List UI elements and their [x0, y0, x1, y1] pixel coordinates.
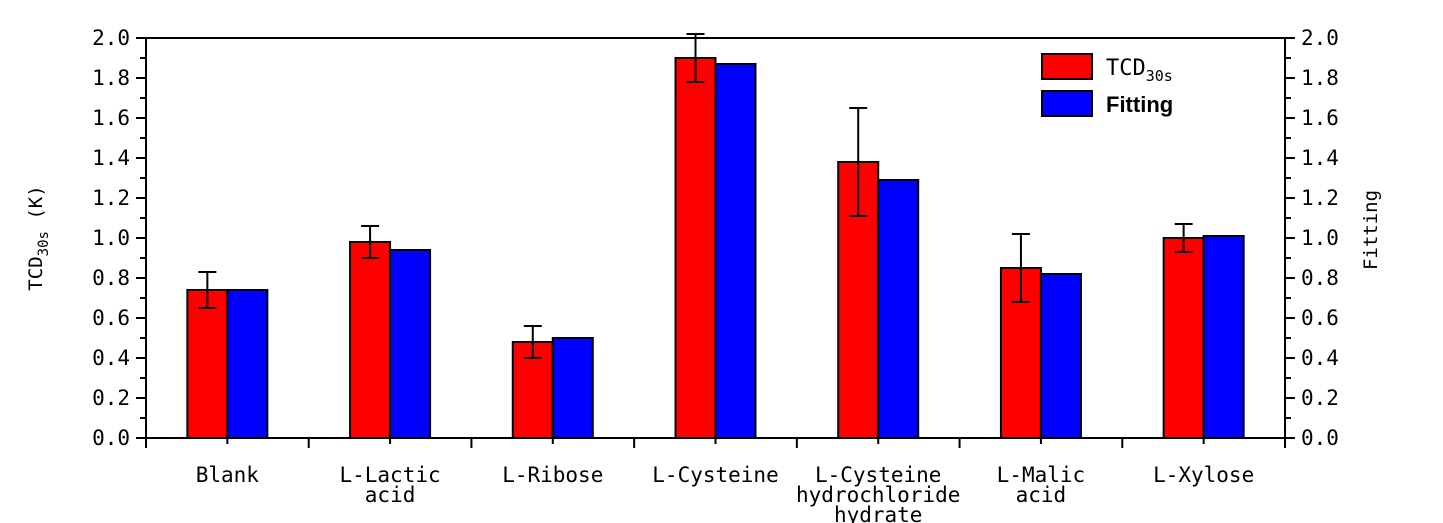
- x-category-label-line: L-Malic: [997, 463, 1086, 487]
- left-tick-label: 1.0: [92, 226, 130, 250]
- left-y-axis-title: TCD30s (K): [25, 185, 52, 290]
- left-y-axis-title-unit: (K): [25, 185, 47, 231]
- x-category-label: L-Cysteine hydrochloride hydrate: [796, 463, 960, 523]
- bar-tcd30s: [186, 289, 229, 439]
- right-tick-label: 1.6: [1301, 106, 1339, 130]
- bar-fitting: [714, 63, 757, 439]
- left-tick-label: 0.0: [92, 426, 130, 450]
- left-y-axis: 0.0 0.2 0.4 0.6 0.8 1.0 1.2 1.4 1.6 1.8 2.0: [92, 26, 146, 450]
- legend-label-fitting: Fitting: [1106, 92, 1173, 117]
- x-category-label: L-Lactic acid: [339, 463, 440, 507]
- x-category-label-line: Blank: [196, 463, 260, 487]
- legend-label-tcd30s: TCD30s: [1106, 56, 1173, 85]
- right-tick-label: 1.8: [1301, 66, 1339, 90]
- x-category-label: L-Xylose: [1153, 463, 1254, 487]
- bar-fitting: [226, 289, 269, 439]
- right-tick-label: 0.4: [1301, 346, 1339, 370]
- error-bars-group: [198, 33, 1193, 359]
- bar-tcd30s: [1162, 237, 1205, 439]
- bars-group: [186, 57, 1245, 439]
- left-tick-label: 0.8: [92, 266, 130, 290]
- bar-fitting: [389, 249, 432, 439]
- left-y-axis-title-main: TCD: [25, 256, 47, 290]
- svg-text:TCD30s (K): TCD30s (K): [25, 185, 52, 290]
- right-tick-label: 1.0: [1301, 226, 1339, 250]
- left-tick-label: 0.2: [92, 386, 130, 410]
- left-tick-label: 0.4: [92, 346, 130, 370]
- bar-fitting: [1039, 273, 1082, 439]
- left-y-axis-title-sub: 30s: [36, 231, 52, 256]
- right-tick-label: 1.2: [1301, 186, 1339, 210]
- right-y-axis-title: Fitting: [1360, 190, 1382, 270]
- right-tick-label: 0.2: [1301, 386, 1339, 410]
- x-category-label-line: acid: [1016, 483, 1067, 507]
- left-tick-label: 1.2: [92, 186, 130, 210]
- x-category-label-line: L-Cysteine: [815, 463, 941, 487]
- legend: TCD30s Fitting: [1041, 53, 1173, 117]
- x-category-label: L-Cysteine: [652, 463, 778, 487]
- left-tick-label: 1.6: [92, 106, 130, 130]
- right-tick-label: 2.0: [1301, 26, 1339, 50]
- left-tick-label: 1.8: [92, 66, 130, 90]
- right-tick-label: 0.0: [1301, 426, 1339, 450]
- right-y-axis: 0.0 0.2 0.4 0.6 0.8 1.0 1.2 1.4 1.6 1.8 2.0: [1285, 26, 1339, 450]
- left-tick-label: 2.0: [92, 26, 130, 50]
- x-category-label-line: acid: [365, 483, 416, 507]
- x-category-label: L-Ribose: [502, 463, 603, 487]
- x-category-label-line: hydrate: [834, 503, 923, 523]
- legend-swatch-tcd30s: [1041, 53, 1093, 80]
- bar-fitting: [1202, 235, 1245, 439]
- bar-tcd30s: [349, 241, 392, 439]
- x-category-label-line: L-Ribose: [502, 463, 603, 487]
- left-tick-label: 1.4: [92, 146, 130, 170]
- right-tick-label: 0.6: [1301, 306, 1339, 330]
- right-y-axis-title-text: Fitting: [1360, 190, 1382, 270]
- right-tick-label: 0.8: [1301, 266, 1339, 290]
- x-category-label-line: L-Cysteine: [652, 463, 778, 487]
- bar-fitting: [877, 179, 920, 439]
- x-category-label-line: hydrochloride: [796, 483, 960, 507]
- left-tick-label: 0.6: [92, 306, 130, 330]
- x-category-label-line: L-Lactic: [339, 463, 440, 487]
- x-category-label: L-Malic acid: [997, 463, 1086, 507]
- bar-tcd30s: [674, 57, 717, 439]
- x-category-label: Blank: [196, 463, 260, 487]
- bar-fitting: [551, 337, 594, 439]
- legend-swatch-fitting: [1041, 90, 1093, 117]
- right-tick-label: 1.4: [1301, 146, 1339, 170]
- legend-label-tcd30s-sub: 30s: [1146, 67, 1173, 85]
- x-category-label-line: L-Xylose: [1153, 463, 1254, 487]
- legend-label-tcd30s-main: TCD: [1106, 56, 1146, 81]
